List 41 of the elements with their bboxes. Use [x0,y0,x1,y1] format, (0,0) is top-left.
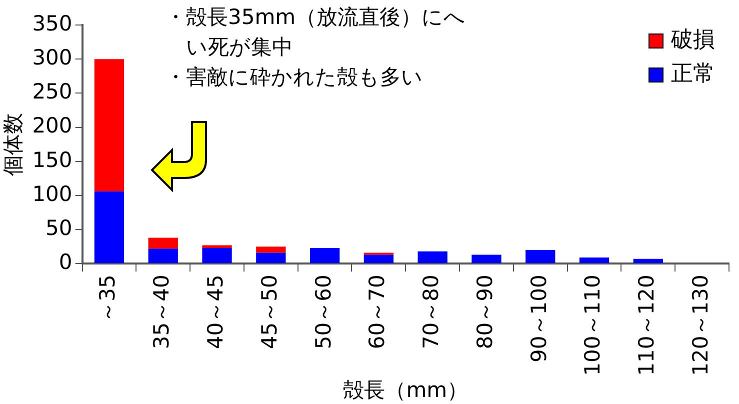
bar [526,250,556,264]
bar [94,191,124,264]
x-tick-label: 70～80 [419,274,444,350]
annotation: ・殻長35mm（放流直後）にへい死が集中 [165,4,467,61]
bar [364,254,394,264]
x-tick-label: 35～40 [150,274,174,350]
legend-label: 正常 [671,62,715,87]
bar [202,245,232,248]
x-tick-label: 60～70 [365,274,390,350]
y-tick-label: 0 [58,250,72,274]
x-tick-label: 80～90 [472,274,497,350]
x-tick-label: 110～120 [634,274,659,376]
x-tick-label: 100～110 [580,274,605,376]
y-tick-label: 150 [32,148,72,172]
bar [418,251,448,264]
x-tick-label: 120～130 [688,274,713,376]
y-tick-label: 350 [32,11,72,36]
x-axis-title: 殻長（mm） [343,378,468,402]
y-axis-title: 個体数 [1,112,26,176]
x-tick-label: ～35 [96,274,120,322]
bar [579,258,610,264]
y-tick-label: 200 [32,114,72,138]
bar [148,248,178,264]
bar [633,258,663,264]
legend-label: 破損 [670,28,715,53]
bar [256,246,286,253]
x-tick-label: 45～50 [257,274,282,350]
bar [202,248,232,264]
y-tick-label: 250 [32,80,72,104]
y-tick-label: 100 [32,182,72,206]
bar [256,252,286,264]
bar [94,59,124,192]
x-tick-label: 50～60 [311,274,336,350]
bar [310,248,340,264]
x-tick-label: 40～45 [203,274,228,350]
x-tick-label: 90～100 [526,274,551,362]
y-tick-label: 50 [46,216,72,240]
bar [472,254,502,264]
annotation: ・害敵に砕かれた殻も多い [165,64,424,91]
bar [148,238,178,249]
y-tick-label: 300 [32,46,72,70]
